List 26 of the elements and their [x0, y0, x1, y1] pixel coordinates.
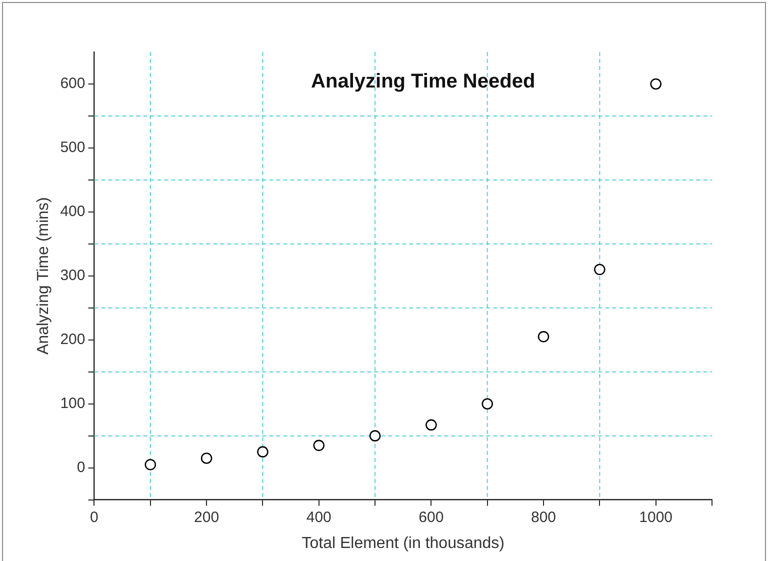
point [313, 440, 325, 452]
y-tick-label: 600 [60, 75, 86, 92]
x-tick-label: 0 [90, 508, 98, 526]
point [594, 264, 606, 276]
y-axis-title: Analyzing Time (mins) [35, 197, 52, 355]
point [369, 430, 381, 442]
x-tick-label: 1000 [639, 508, 673, 526]
point [426, 419, 437, 431]
x-tick-label: 400 [306, 508, 332, 526]
x-tick-label: 600 [418, 508, 444, 526]
point [144, 458, 156, 470]
y-tick-label: 100 [60, 394, 86, 412]
x-tick-label: 800 [531, 508, 556, 526]
point [200, 452, 212, 464]
y-tick-label: 400 [60, 203, 86, 220]
point [257, 446, 268, 458]
point [538, 331, 550, 342]
x-axis-title: Total Element (in thousands) [302, 534, 505, 552]
x-tick-label: 200 [194, 508, 220, 526]
y-tick-label: 500 [60, 139, 86, 156]
point [650, 78, 662, 90]
y-tick-label: 300 [60, 267, 86, 284]
point [482, 398, 494, 410]
y-tick-label: 0 [76, 458, 86, 476]
text: Analyzing Time Needed [311, 70, 536, 93]
y-tick-label: 200 [60, 331, 86, 348]
